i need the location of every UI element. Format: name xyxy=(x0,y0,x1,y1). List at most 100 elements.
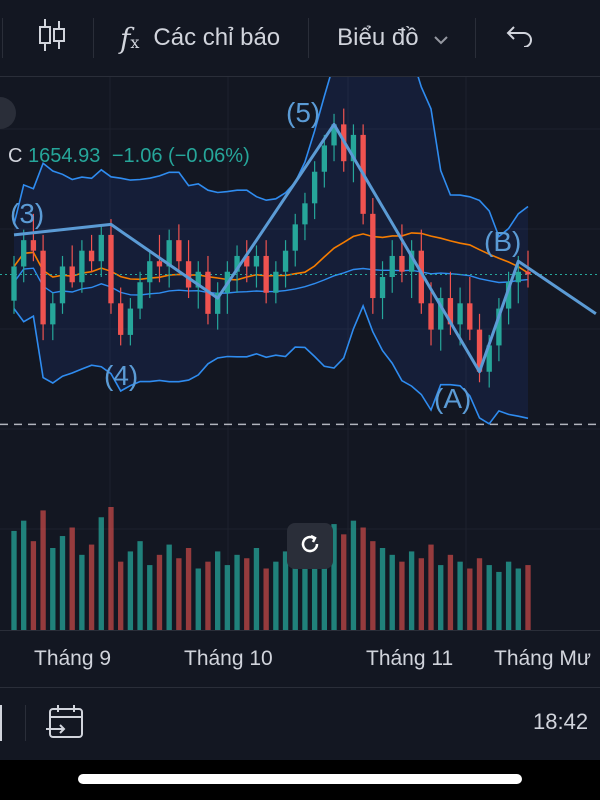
legend-change: −1.06 (−0.06%) xyxy=(111,145,250,167)
clock-time: 18:42 xyxy=(533,709,589,734)
candle-body xyxy=(176,240,182,262)
volume-bar xyxy=(50,548,56,630)
toolbar-separator xyxy=(93,18,94,58)
chevron-down-icon xyxy=(433,24,449,52)
volume-bar xyxy=(350,520,357,630)
volume-bar xyxy=(263,568,269,630)
candle-body xyxy=(59,266,66,304)
volume-bar xyxy=(166,544,172,630)
home-indicator[interactable] xyxy=(78,774,522,784)
collapse-legend-button xyxy=(0,97,16,129)
wave-label-5: (5) xyxy=(286,97,321,128)
time-label: Tháng Mư xyxy=(494,647,591,670)
volume-bar xyxy=(525,565,531,630)
volume-bar xyxy=(438,565,444,630)
volume-bar xyxy=(389,554,395,630)
volume-bar xyxy=(156,554,163,630)
reset-chart-button[interactable] xyxy=(287,523,333,569)
candle-body xyxy=(88,250,95,262)
candle-body xyxy=(486,345,492,372)
candle-body xyxy=(467,303,473,330)
volume-bar xyxy=(302,537,308,630)
undo-icon xyxy=(506,23,534,54)
bollinger-lower xyxy=(13,303,529,425)
candle-body xyxy=(379,277,386,299)
bollinger-upper xyxy=(13,77,529,238)
volume-bar xyxy=(30,541,37,630)
candle-body xyxy=(515,271,521,283)
candle-body xyxy=(438,298,444,330)
volume-bar xyxy=(418,558,424,630)
candle-body xyxy=(321,145,328,172)
volume-bar xyxy=(341,534,347,630)
volume-bar xyxy=(282,551,289,630)
candle-body xyxy=(476,329,483,372)
candle-body xyxy=(253,255,260,267)
volume-bar xyxy=(505,561,512,630)
time-label: Tháng 11 xyxy=(366,647,454,670)
volume-bar xyxy=(321,530,328,630)
candle-body xyxy=(156,261,163,267)
candle-body xyxy=(447,298,454,325)
candle-body xyxy=(185,261,192,288)
volume-bar xyxy=(176,558,182,630)
candle-body xyxy=(389,255,395,277)
candle-body xyxy=(370,213,376,299)
toolbar-separator xyxy=(25,705,26,741)
price-chart[interactable] xyxy=(0,77,600,630)
volume-bar xyxy=(379,548,386,630)
candle-body xyxy=(234,255,240,272)
volume-bar xyxy=(447,554,454,630)
volume-bar xyxy=(40,510,46,630)
goto-date-button[interactable] xyxy=(46,703,86,746)
candle-body xyxy=(69,266,75,283)
wave-label-4: (4) xyxy=(104,360,139,391)
candle-body xyxy=(263,255,269,293)
time-label: Tháng 10 xyxy=(184,647,273,670)
volume-bar xyxy=(399,561,405,630)
chart-type-button[interactable]: Biểu đồ xyxy=(337,0,448,76)
candle-body xyxy=(505,282,512,309)
candles-icon xyxy=(37,15,67,62)
candle-body xyxy=(408,250,415,272)
volume-bar xyxy=(244,558,250,630)
volume-bar xyxy=(273,561,279,630)
candle-body xyxy=(525,271,531,275)
home-bar-area xyxy=(0,760,600,800)
candle-body xyxy=(457,303,463,325)
candle-body xyxy=(108,234,114,304)
candles-button[interactable] xyxy=(37,0,67,76)
bottom-toolbar: 18:42 xyxy=(0,687,600,760)
legend-prefix: C xyxy=(8,145,23,167)
volume-bar xyxy=(331,524,337,630)
volume-bar xyxy=(137,541,143,630)
candle-body xyxy=(98,234,104,262)
volume-bar xyxy=(214,551,221,630)
indicators-button[interactable]: fx Các chỉ báo xyxy=(120,0,280,76)
candle-body xyxy=(166,240,172,267)
ma-line-blue xyxy=(13,267,529,296)
volume-bar xyxy=(370,541,376,630)
calendar-arrow-icon xyxy=(46,705,86,745)
time-label: Tháng 9 xyxy=(34,647,112,670)
volume-bar xyxy=(428,544,434,630)
candle-body xyxy=(399,255,405,272)
reset-icon xyxy=(297,531,323,562)
volume-bar xyxy=(21,520,27,630)
wave-label-b: (B) xyxy=(484,226,522,257)
scroll-edge xyxy=(0,705,2,741)
volume-bar xyxy=(360,527,366,630)
volume-bar xyxy=(108,507,114,630)
candle-body xyxy=(273,271,279,293)
fx-icon: fx xyxy=(120,21,140,55)
volume-bar xyxy=(79,554,85,630)
candle-body xyxy=(496,308,502,346)
price-legend: C 1654.93 −1.06 (−0.06%) xyxy=(8,145,250,168)
candle-body xyxy=(50,303,56,325)
candle-body xyxy=(137,282,143,309)
volume-bar xyxy=(496,571,502,630)
candle-body xyxy=(79,250,85,283)
undo-button[interactable] xyxy=(506,0,534,76)
candle-body xyxy=(418,250,424,304)
volume-bar xyxy=(253,548,260,630)
